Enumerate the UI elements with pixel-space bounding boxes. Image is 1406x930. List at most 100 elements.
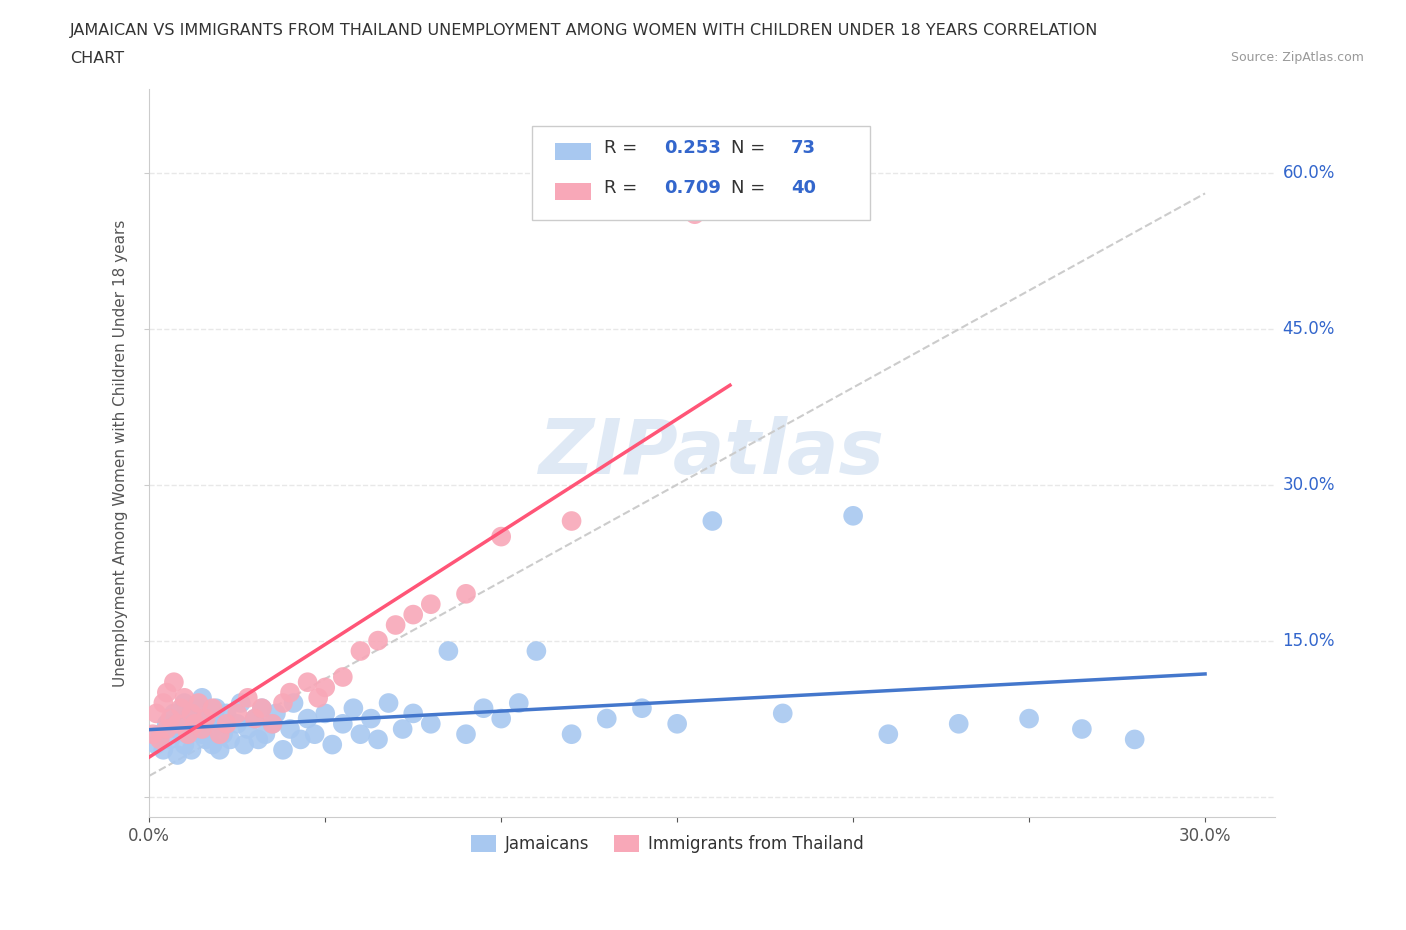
- Point: [215, 716, 238, 731]
- Point: [208, 726, 231, 741]
- Text: R =: R =: [605, 179, 643, 196]
- Point: [1070, 722, 1092, 737]
- Point: [236, 722, 259, 737]
- Point: [314, 706, 336, 721]
- Point: [145, 737, 167, 752]
- Text: 45.0%: 45.0%: [1282, 320, 1334, 338]
- Point: [262, 716, 284, 731]
- Text: R =: R =: [605, 139, 643, 156]
- Point: [166, 748, 188, 763]
- Point: [201, 701, 224, 716]
- Point: [278, 685, 301, 700]
- Point: [254, 726, 277, 741]
- Text: 15.0%: 15.0%: [1282, 631, 1334, 649]
- Point: [180, 706, 202, 721]
- Point: [166, 716, 188, 731]
- Point: [304, 726, 326, 741]
- Text: JAMAICAN VS IMMIGRANTS FROM THAILAND UNEMPLOYMENT AMONG WOMEN WITH CHILDREN UNDE: JAMAICAN VS IMMIGRANTS FROM THAILAND UNE…: [70, 23, 1098, 38]
- Point: [142, 726, 165, 741]
- Point: [152, 742, 174, 757]
- Point: [191, 722, 214, 737]
- Point: [349, 644, 371, 658]
- Legend: Jamaicans, Immigrants from Thailand: Jamaicans, Immigrants from Thailand: [464, 829, 870, 860]
- Point: [250, 701, 273, 716]
- Point: [145, 706, 167, 721]
- Point: [229, 696, 252, 711]
- Point: [159, 711, 181, 726]
- Point: [472, 701, 495, 716]
- Point: [271, 742, 294, 757]
- Point: [360, 711, 382, 726]
- Point: [173, 690, 195, 705]
- Point: [683, 206, 706, 221]
- Point: [489, 711, 512, 726]
- Point: [367, 633, 389, 648]
- Point: [156, 685, 179, 700]
- Text: N =: N =: [731, 179, 772, 196]
- Point: [184, 716, 207, 731]
- Text: 0.253: 0.253: [664, 139, 721, 156]
- Point: [170, 701, 193, 716]
- Point: [247, 732, 270, 747]
- Point: [226, 706, 249, 721]
- Point: [149, 732, 172, 747]
- Point: [666, 716, 689, 731]
- Point: [508, 696, 530, 711]
- Point: [233, 737, 256, 752]
- Point: [297, 675, 319, 690]
- Point: [201, 737, 224, 752]
- Point: [184, 716, 207, 731]
- Point: [166, 722, 188, 737]
- Point: [631, 701, 654, 716]
- Point: [489, 529, 512, 544]
- Point: [349, 726, 371, 741]
- Point: [201, 722, 224, 737]
- Point: [212, 726, 235, 741]
- Text: CHART: CHART: [70, 51, 124, 66]
- Point: [561, 726, 583, 741]
- Point: [283, 696, 305, 711]
- Point: [342, 701, 364, 716]
- Point: [173, 737, 195, 752]
- Point: [377, 696, 399, 711]
- Point: [948, 716, 970, 731]
- Point: [307, 690, 329, 705]
- Text: Source: ZipAtlas.com: Source: ZipAtlas.com: [1230, 51, 1364, 64]
- Point: [180, 742, 202, 757]
- Point: [271, 696, 294, 711]
- Point: [170, 711, 193, 726]
- Point: [243, 711, 266, 726]
- Text: 40: 40: [792, 179, 817, 196]
- Point: [264, 706, 287, 721]
- FancyBboxPatch shape: [555, 142, 591, 160]
- Point: [177, 726, 200, 741]
- Point: [1123, 732, 1146, 747]
- Point: [156, 722, 179, 737]
- Text: 60.0%: 60.0%: [1282, 164, 1334, 181]
- Point: [198, 711, 221, 726]
- Point: [219, 732, 242, 747]
- Text: 73: 73: [792, 139, 817, 156]
- Point: [191, 690, 214, 705]
- Point: [187, 696, 209, 711]
- Point: [236, 690, 259, 705]
- Point: [194, 711, 217, 726]
- Point: [149, 726, 172, 741]
- Point: [842, 509, 865, 524]
- Point: [163, 706, 186, 721]
- Point: [402, 607, 425, 622]
- Point: [278, 722, 301, 737]
- Point: [173, 696, 195, 711]
- Point: [1018, 711, 1040, 726]
- Point: [297, 711, 319, 726]
- Point: [596, 711, 619, 726]
- Point: [419, 716, 441, 731]
- Text: 0.709: 0.709: [664, 179, 721, 196]
- Point: [419, 597, 441, 612]
- Point: [205, 701, 228, 716]
- Point: [561, 513, 583, 528]
- Text: N =: N =: [731, 139, 772, 156]
- Point: [332, 670, 354, 684]
- Point: [250, 701, 273, 716]
- Point: [454, 726, 477, 741]
